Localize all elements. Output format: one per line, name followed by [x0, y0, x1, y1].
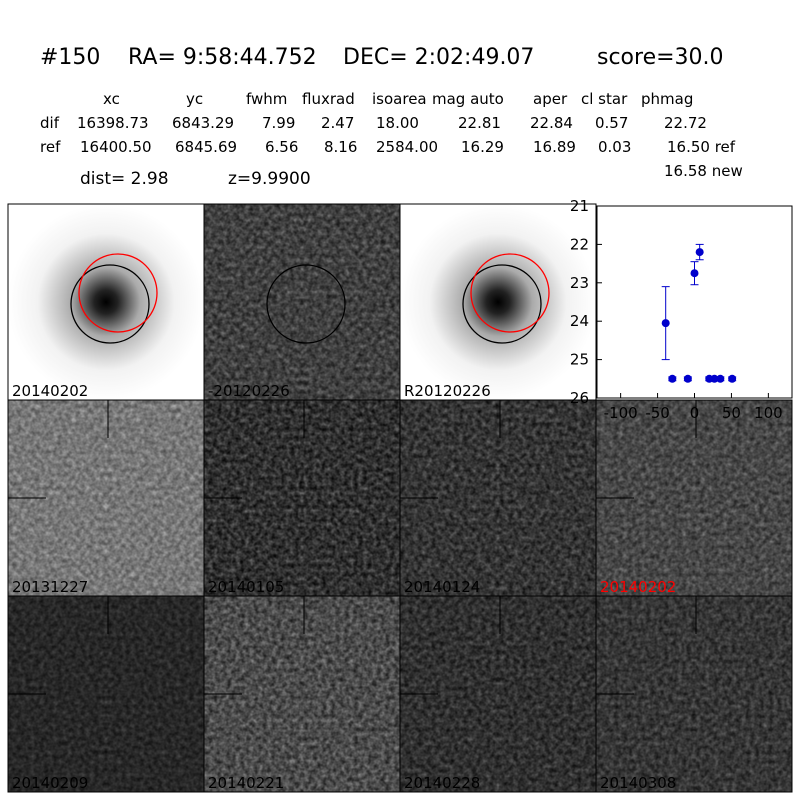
- table-cell: 16.50 ref: [667, 138, 736, 156]
- column-header: xc: [103, 90, 120, 108]
- table-cell: 16.29: [461, 138, 504, 156]
- image-bg: [8, 204, 204, 400]
- table-cell: 0.57: [595, 114, 628, 132]
- panel-label: 20140209: [12, 774, 88, 792]
- image-panel: 20140202: [7, 203, 205, 401]
- table-extra: 16.58 new: [664, 162, 743, 180]
- plot-area: [597, 206, 792, 398]
- table-cell: 0.03: [598, 138, 631, 156]
- point: [683, 374, 692, 383]
- panel-label: 20140124: [404, 578, 480, 596]
- panel-label: 20140202: [12, 382, 88, 400]
- x-tick-label: -50: [645, 404, 670, 422]
- image-panel: 20140105: [203, 399, 401, 597]
- column-header: aper: [533, 90, 568, 108]
- point: [690, 269, 699, 278]
- y-tick-label: 21: [570, 197, 589, 215]
- column-header: phmag: [641, 90, 693, 108]
- image-panel: 20140124: [399, 399, 597, 597]
- point: [661, 319, 670, 328]
- plot-frame: [596, 205, 793, 399]
- y-tick-label: 24: [570, 312, 589, 330]
- table-cell: ref: [40, 138, 61, 156]
- point: [716, 374, 725, 383]
- panel-border: [595, 595, 793, 793]
- aperture-ref: [470, 253, 550, 333]
- x-tick-label: 50: [722, 404, 741, 422]
- table-cell: dif: [40, 114, 60, 132]
- image-panel: R20120226: [399, 203, 597, 401]
- aperture: [266, 264, 346, 344]
- y-tick-label: 25: [570, 351, 589, 369]
- z: z=9.9900: [228, 169, 311, 189]
- table-cell: 7.99: [262, 114, 295, 132]
- panel-label: 20140221: [208, 774, 284, 792]
- panel-label: 20140228: [404, 774, 480, 792]
- panel-label: 20140202: [600, 578, 676, 596]
- table-cell: 6.56: [265, 138, 298, 156]
- column-header: fwhm: [246, 90, 287, 108]
- title-part: #150: [40, 45, 100, 70]
- panel-label: -20120226: [208, 382, 290, 400]
- column-header: isoarea: [372, 90, 427, 108]
- table-cell: 18.00: [376, 114, 419, 132]
- panel-label: 20140308: [600, 774, 676, 792]
- image-noise-dark: [204, 204, 400, 400]
- panel-label: R20120226: [404, 382, 491, 400]
- aperture-ref: [78, 253, 158, 333]
- table-cell: 16.89: [533, 138, 576, 156]
- panel-label: 20140105: [208, 578, 284, 596]
- column-header: fluxrad: [302, 90, 355, 108]
- image-bg: [400, 204, 596, 400]
- title-part: DEC= 2:02:49.07: [343, 45, 534, 70]
- table-cell: 22.72: [664, 114, 707, 132]
- point: [728, 374, 737, 383]
- x-tick-label: 0: [690, 404, 700, 422]
- table-cell: 8.16: [324, 138, 357, 156]
- table-cell: 22.81: [458, 114, 501, 132]
- image-panel: -20120226: [203, 203, 401, 401]
- y-tick-label: 26: [570, 389, 589, 407]
- column-header: yc: [186, 90, 203, 108]
- x-tick-label: -100: [604, 404, 638, 422]
- title-part: score=30.0: [597, 45, 724, 70]
- table-cell: 6845.69: [175, 138, 237, 156]
- image-panel: 20140221: [203, 595, 401, 793]
- image-panel: 20140228: [399, 595, 597, 793]
- table-cell: 6843.29: [172, 114, 234, 132]
- image-panel: 20140202: [595, 399, 793, 597]
- x-tick-label: 100: [754, 404, 783, 422]
- table-cell: 2584.00: [376, 138, 438, 156]
- table-cell: 16400.50: [80, 138, 152, 156]
- image-panel: 20131227: [7, 399, 205, 597]
- table-cell: 16398.73: [77, 114, 149, 132]
- y-tick-label: 23: [570, 274, 589, 292]
- image-panel: 20140308: [595, 595, 793, 793]
- point: [695, 248, 704, 257]
- aperture: [70, 264, 150, 344]
- point: [668, 374, 677, 383]
- image-panel: 20140209: [7, 595, 205, 793]
- panel-label: 20131227: [12, 578, 88, 596]
- y-tick-label: 22: [570, 235, 589, 253]
- table-cell: 2.47: [321, 114, 354, 132]
- aperture: [462, 264, 542, 344]
- table-cell: 22.84: [530, 114, 573, 132]
- dist: dist= 2.98: [80, 169, 169, 189]
- column-header: mag auto: [432, 90, 504, 108]
- column-header: cl star: [581, 90, 628, 108]
- title-part: RA= 9:58:44.752: [128, 45, 317, 70]
